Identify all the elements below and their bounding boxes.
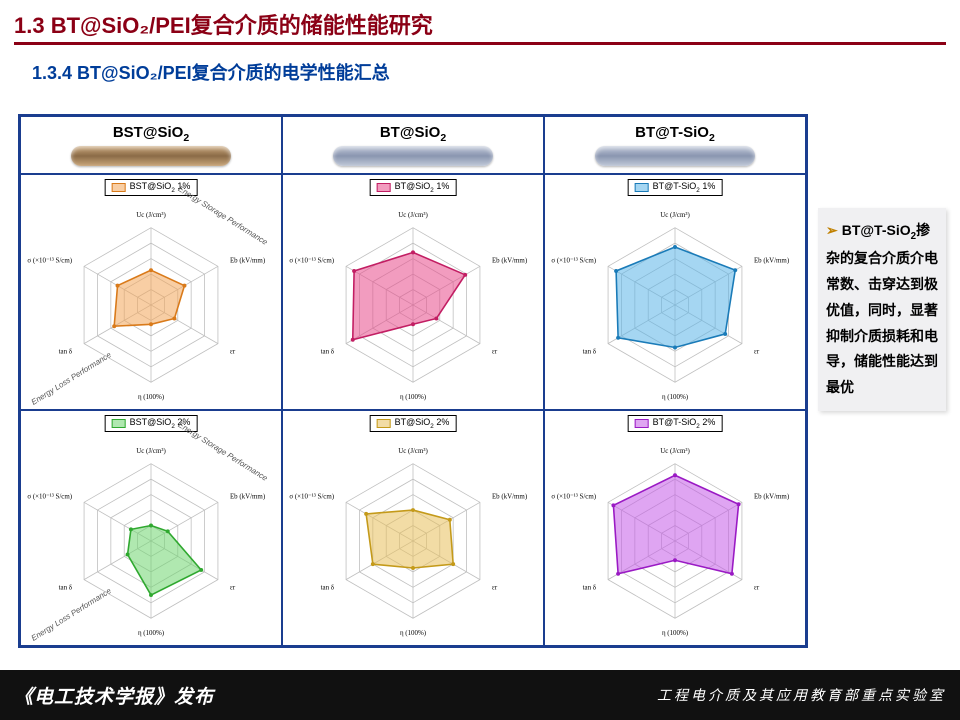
header-pill [333,146,493,166]
chart-cell: BT@SiO2 2% Uc (J/cm³) Eb (kV/mm) εr η (100%)… [282,410,544,646]
svg-text:η (100%): η (100%) [400,630,426,637]
title-underline [14,42,946,45]
svg-text:Uc (J/cm³): Uc (J/cm³) [660,448,690,455]
svg-text:Eb (kV/mm): Eb (kV/mm) [492,257,527,264]
radar-chart: Uc (J/cm³) Eb (kV/mm) εr η (100%) tan δ σ (×1… [545,429,805,645]
radar-chart: Uc (J/cm³) Eb (kV/mm) εr η (100%) tan δ σ (×1… [283,429,543,645]
column-header: BT@T-SiO2 [544,116,806,174]
radar-chart: Uc (J/cm³) Eb (kV/mm) εr η (100%) tan δ σ (×1… [545,193,805,409]
svg-text:εr: εr [230,349,236,356]
radar-chart: Uc (J/cm³) Eb (kV/mm) εr η (100%) tan δ σ (×1… [283,193,543,409]
column-header: BST@SiO2 [20,116,282,174]
svg-text:εr: εr [754,585,760,592]
svg-text:η (100%): η (100%) [138,394,164,401]
footer: 《电工技术学报》发布 工程电介质及其应用教育部重点实验室 [0,670,960,720]
header-pill [595,146,755,166]
legend-label: BT@T-SiO2 1% [653,181,716,194]
legend-label: BT@SiO2 1% [395,181,450,194]
svg-text:tan δ: tan δ [59,585,72,592]
svg-text:Uc (J/cm³): Uc (J/cm³) [136,448,166,455]
bullet-icon: ➢ [826,222,838,238]
svg-text:Uc (J/cm³): Uc (J/cm³) [398,212,428,219]
legend-swatch [112,419,126,428]
radar-chart: Uc (J/cm³) Eb (kV/mm) εr η (100%) tan δ σ (×1… [21,429,281,645]
chart-cell: BT@SiO2 1% Uc (J/cm³) Eb (kV/mm) εr η (100%)… [282,174,544,410]
svg-text:Eb (kV/mm): Eb (kV/mm) [754,257,789,264]
column-header: BT@SiO2 [282,116,544,174]
svg-text:Uc (J/cm³): Uc (J/cm³) [660,212,690,219]
svg-text:σ (×10⁻¹³ S/cm): σ (×10⁻¹³ S/cm) [289,493,334,500]
chart-cell: BT@T-SiO2 1% Uc (J/cm³) Eb (kV/mm) εr η (100… [544,174,806,410]
radar-chart: Uc (J/cm³) Eb (kV/mm) εr η (100%) tan δ σ (×1… [21,193,281,409]
svg-text:Uc (J/cm³): Uc (J/cm³) [398,448,428,455]
svg-text:εr: εr [230,585,236,592]
chart-cell: BST@SiO2 1%Energy Storage PerformanceEne… [20,174,282,410]
header-label: BT@SiO2 [380,124,446,144]
svg-text:tan δ: tan δ [583,585,596,592]
header-label: BST@SiO2 [113,124,189,144]
svg-text:εr: εr [754,349,760,356]
header-pill [71,146,231,166]
main-title: 1.3 BT@SiO₂/PEI复合介质的储能性能研究 [14,8,946,40]
svg-text:σ (×10⁻¹³ S/cm): σ (×10⁻¹³ S/cm) [551,257,596,264]
svg-text:tan δ: tan δ [583,349,596,356]
svg-text:Eb (kV/mm): Eb (kV/mm) [230,257,265,264]
svg-text:Eb (kV/mm): Eb (kV/mm) [492,493,527,500]
chart-cell: BST@SiO2 2%Energy Storage PerformanceEne… [20,410,282,646]
svg-text:εr: εr [492,585,498,592]
legend-swatch [377,183,391,192]
footer-right: 工程电介质及其应用教育部重点实验室 [657,685,946,705]
legend-label: BT@T-SiO2 2% [653,417,716,430]
svg-text:Eb (kV/mm): Eb (kV/mm) [754,493,789,500]
side-note-text: BT@T-SiO2掺杂的复合介质介电常数、击穿达到极优值，同时，显著抑制介质损耗… [826,222,938,395]
legend-swatch [377,419,391,428]
header-label: BT@T-SiO2 [635,124,715,144]
svg-text:η (100%): η (100%) [400,394,426,401]
svg-text:Eb (kV/mm): Eb (kV/mm) [230,493,265,500]
svg-text:η (100%): η (100%) [662,630,688,637]
svg-text:σ (×10⁻¹³ S/cm): σ (×10⁻¹³ S/cm) [27,493,72,500]
footer-left: 《电工技术学报》发布 [14,682,214,709]
side-note: ➢BT@T-SiO2掺杂的复合介质介电常数、击穿达到极优值，同时，显著抑制介质损… [818,208,946,411]
chart-cell: BT@T-SiO2 2% Uc (J/cm³) Eb (kV/mm) εr η (100… [544,410,806,646]
svg-text:tan δ: tan δ [321,585,334,592]
legend-swatch [635,419,649,428]
svg-text:σ (×10⁻¹³ S/cm): σ (×10⁻¹³ S/cm) [289,257,334,264]
svg-text:σ (×10⁻¹³ S/cm): σ (×10⁻¹³ S/cm) [551,493,596,500]
svg-text:σ (×10⁻¹³ S/cm): σ (×10⁻¹³ S/cm) [27,257,72,264]
svg-text:η (100%): η (100%) [662,394,688,401]
svg-text:Uc (J/cm³): Uc (J/cm³) [136,212,166,219]
svg-text:tan δ: tan δ [321,349,334,356]
chart-grid: BST@SiO2 BT@SiO2 BT@T-SiO2 BST@SiO2 1%Energ… [18,114,808,648]
legend-swatch [635,183,649,192]
legend-label: BT@SiO2 2% [395,417,450,430]
svg-text:tan δ: tan δ [59,349,72,356]
sub-title: 1.3.4 BT@SiO₂/PEI复合介质的电学性能汇总 [32,59,946,85]
svg-text:εr: εr [492,349,498,356]
svg-text:η (100%): η (100%) [138,630,164,637]
legend-swatch [112,183,126,192]
